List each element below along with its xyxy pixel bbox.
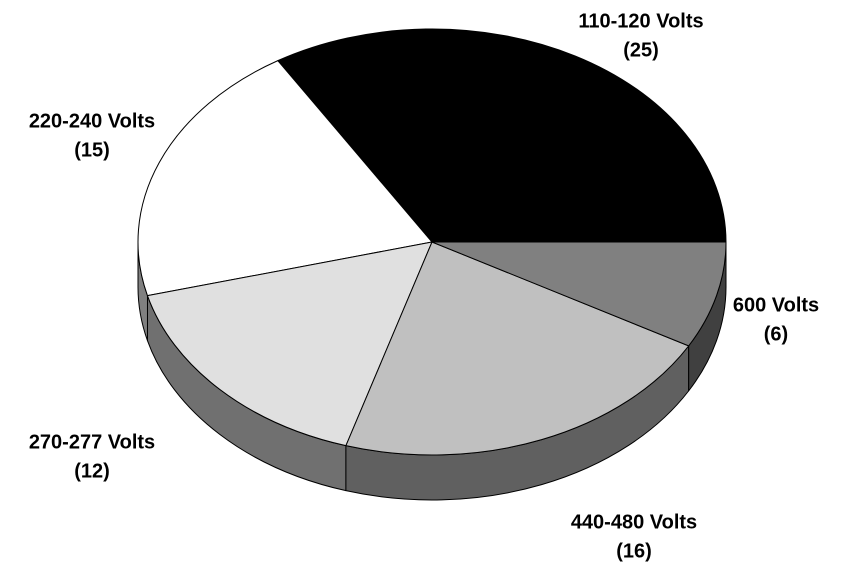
slice-label: 220-240 Volts: [29, 110, 155, 132]
value-label: (25): [623, 39, 659, 61]
value-label: (6): [764, 323, 788, 345]
slice: [277, 28, 727, 243]
value-label: (15): [74, 139, 110, 161]
slice-label: 110-120 Volts: [578, 10, 703, 32]
slice-label: 600 Volts: [733, 294, 819, 316]
slice-label: 270-277 Volts: [29, 431, 155, 453]
value-label: (16): [616, 540, 652, 562]
slice: [146, 241, 433, 447]
slice: [345, 241, 690, 456]
slice: [137, 60, 433, 297]
slice: [431, 241, 727, 347]
slice-label: 440-480 Volts: [571, 511, 697, 533]
value-label: (12): [74, 460, 110, 482]
